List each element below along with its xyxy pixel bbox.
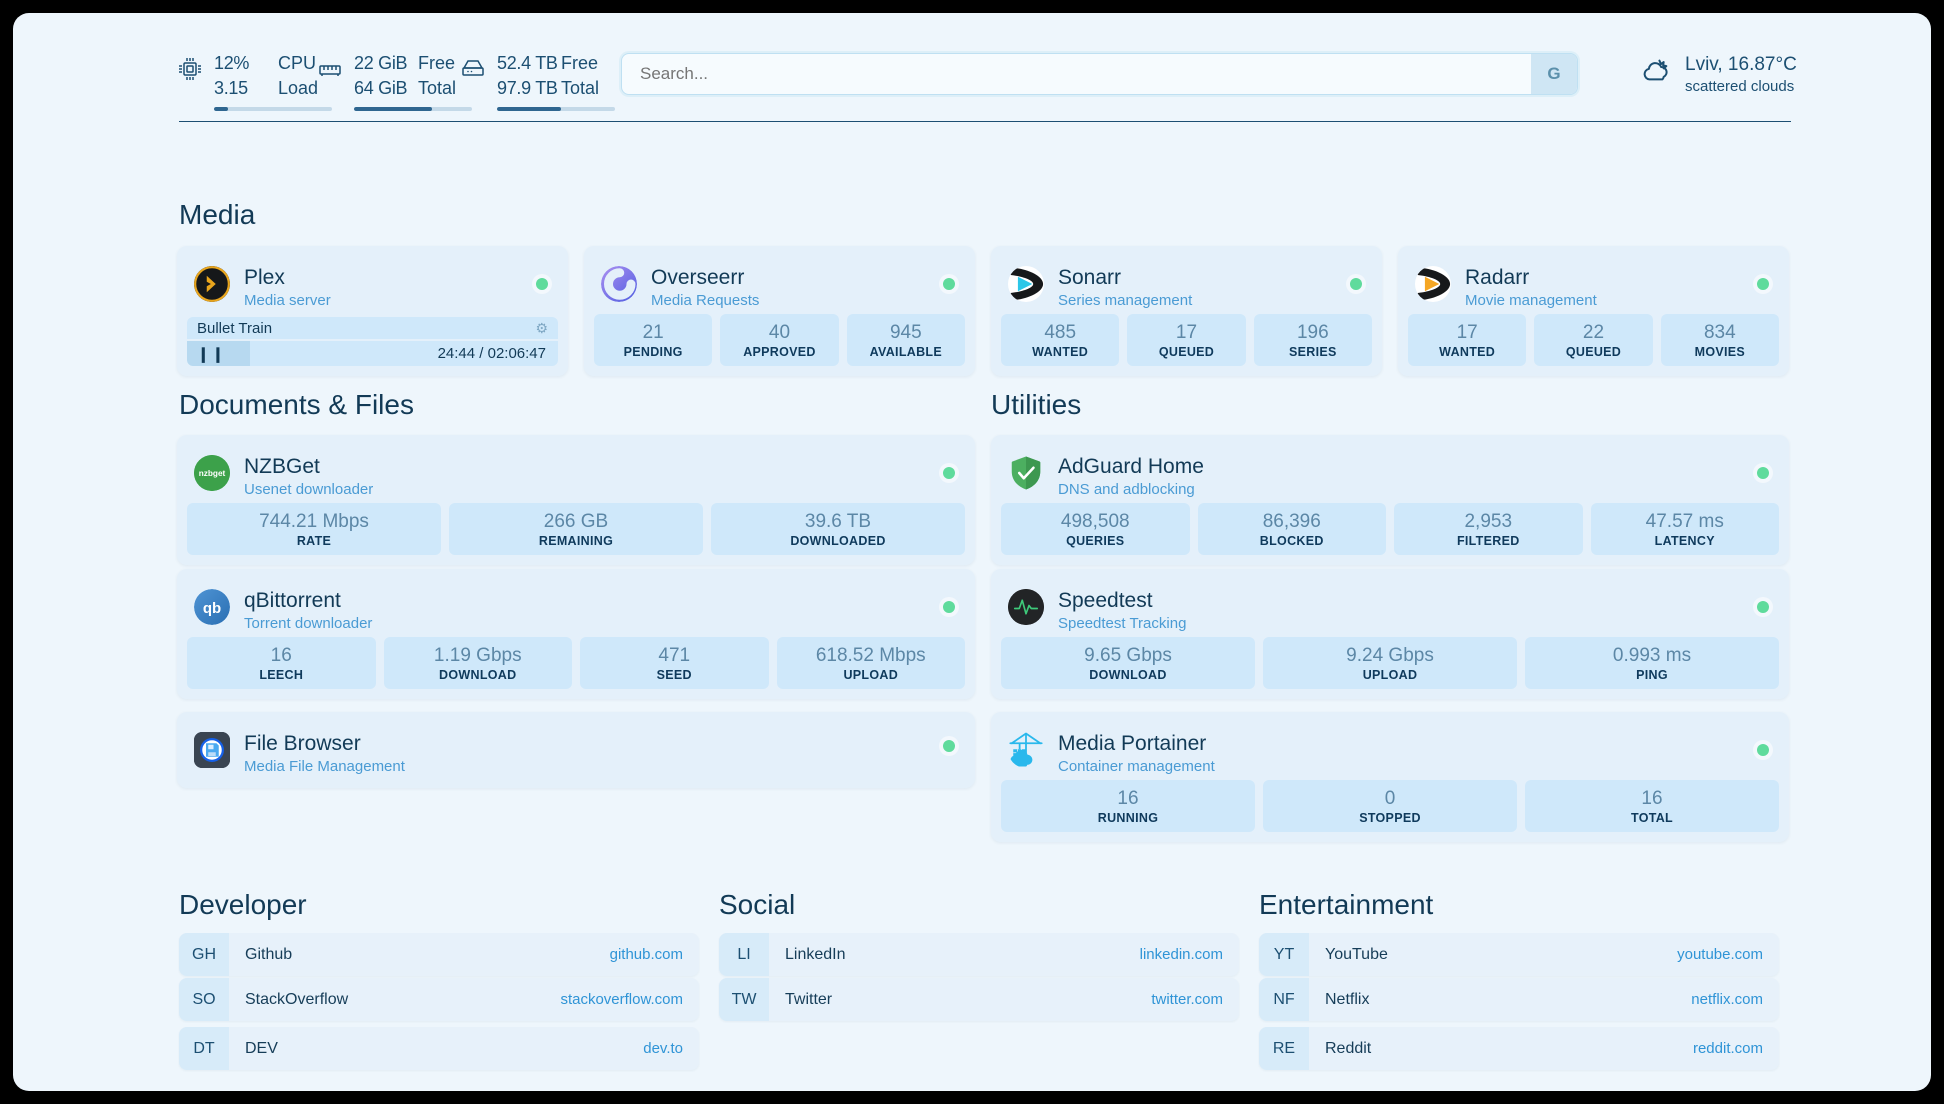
svg-text:nzbget: nzbget [199,469,226,478]
svg-text:qb: qb [203,600,221,617]
